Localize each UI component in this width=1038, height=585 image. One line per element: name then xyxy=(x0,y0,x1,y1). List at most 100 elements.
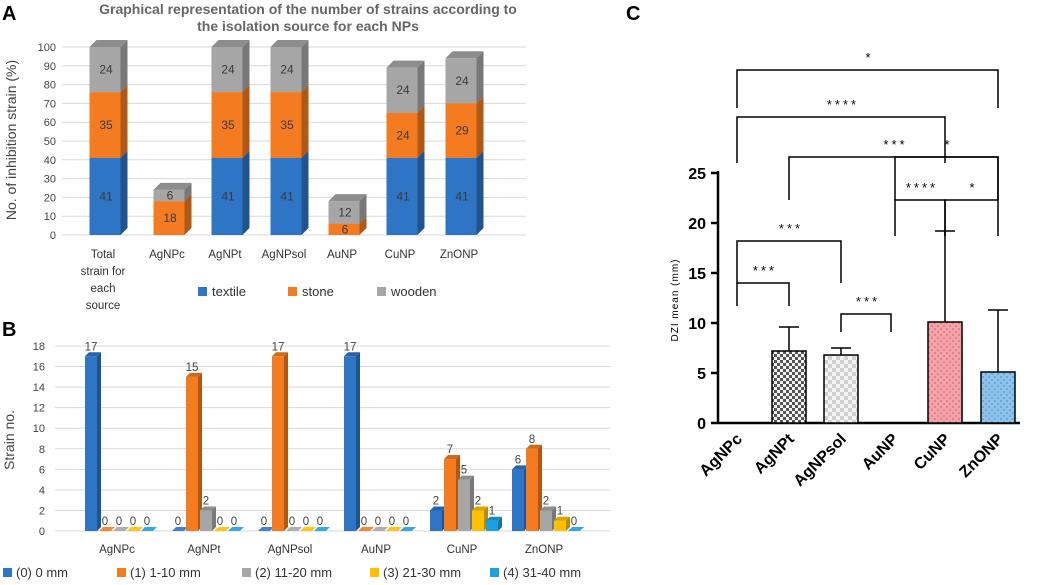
chart-a-bar-textile xyxy=(386,150,425,235)
chart-b-data-label: 0 xyxy=(361,516,367,528)
chart-b-data-label: 5 xyxy=(461,465,467,477)
chart-a-bar-wooden xyxy=(211,40,250,93)
chart-c-x-tick-label: CuNP xyxy=(911,431,954,474)
chart-c-significance-bracket: *** xyxy=(736,263,790,306)
chart-b-data-label: 15 xyxy=(186,362,199,374)
chart-b-legend-swatch xyxy=(370,568,379,577)
chart-b-bar-(2) 11-20 mm xyxy=(113,527,129,531)
chart-b-bar-(0) 0 mm xyxy=(258,527,274,531)
chart-a-bar-wooden xyxy=(153,182,192,202)
chart-a-x-tick-label: Total xyxy=(91,249,115,261)
chart-b-x-tick-label: AgNPc xyxy=(99,544,135,556)
chart-a-legend-swatch xyxy=(198,287,207,296)
chart-b-bar-(2) 11-20 mm xyxy=(540,506,556,531)
chart-c-y-tick: 25 xyxy=(688,166,706,183)
chart-b-data-label: 7 xyxy=(447,444,453,456)
chart-b-bar-(3) 21-30 mm xyxy=(127,527,143,531)
chart-a-x-tick-label: each xyxy=(91,283,116,295)
chart-a-data-label: 6 xyxy=(342,222,349,236)
chart-c-y-axis-title: DZI mean (mm) xyxy=(670,259,681,342)
chart-b-bar-(1) 1-10 mm xyxy=(272,352,288,531)
chart-b-bar-(1) 1-10 mm xyxy=(99,527,115,531)
chart-a-data-label: 24 xyxy=(280,63,294,77)
chart-a-data-label: 24 xyxy=(221,63,235,77)
chart-b-data-label: 0 xyxy=(389,516,395,528)
chart-b-bar-(3) 21-30 mm xyxy=(214,527,230,531)
chart-b-y-tick: 10 xyxy=(33,423,45,435)
chart-b-data-label: 0 xyxy=(116,516,122,528)
chart-b-bar-(4) 31-40 mm xyxy=(568,527,584,531)
chart-c-significance-bracket: *** xyxy=(788,137,999,200)
panel-a-chart: Graphical representation of the number o… xyxy=(3,1,526,312)
chart-b-legend-swatch xyxy=(242,568,251,577)
chart-b-bar-(3) 21-30 mm xyxy=(386,527,402,531)
chart-c-significance-bracket: *** xyxy=(840,294,892,332)
chart-b-data-label: 1 xyxy=(557,506,563,518)
chart-b-data-label: 2 xyxy=(543,495,549,507)
chart-a-data-label: 24 xyxy=(396,128,410,142)
chart-b-bar-(0) 0 mm xyxy=(512,465,528,531)
chart-b-data-label: 8 xyxy=(529,434,535,446)
chart-a-data-label: 29 xyxy=(455,124,469,138)
chart-c-bar-AgNPt xyxy=(771,350,807,424)
chart-a-x-tick-label: ZnONP xyxy=(440,249,479,261)
chart-c-y-tick: 5 xyxy=(697,366,706,383)
chart-c-significance-bracket: **** xyxy=(894,180,946,236)
panel-letter-c: C xyxy=(626,3,640,25)
chart-a-data-label: 24 xyxy=(455,74,469,88)
chart-b-y-tick: 18 xyxy=(33,341,45,353)
chart-c-significance-label: *** xyxy=(779,221,803,236)
chart-a-bar-wooden xyxy=(386,60,425,113)
chart-b-data-label: 2 xyxy=(475,495,481,507)
chart-c-x-tick-label: AgNPc xyxy=(697,431,746,480)
chart-b-data-label: 0 xyxy=(175,516,181,528)
chart-a-data-label: 41 xyxy=(280,189,294,203)
chart-b-bar-(2) 11-20 mm xyxy=(286,527,302,531)
chart-b-bar-(4) 31-40 mm xyxy=(400,527,416,531)
chart-a-title-line-1: Graphical representation of the number o… xyxy=(99,1,517,17)
chart-c-significance-bracket: * xyxy=(894,137,999,200)
chart-b-x-tick-label: AgNPsol xyxy=(268,544,313,556)
chart-a-y-tick: 0 xyxy=(50,230,56,242)
chart-b-bar-(1) 1-10 mm xyxy=(444,455,460,531)
chart-a-data-label: 24 xyxy=(99,63,113,77)
chart-a-legend-swatch xyxy=(377,287,386,296)
chart-c-bar-ZnONP xyxy=(980,371,1016,424)
chart-b-bar-(0) 0 mm xyxy=(344,352,360,531)
chart-c-x-tick-label: AgNPsol xyxy=(791,431,850,490)
chart-c-y-tick: 15 xyxy=(688,266,706,283)
chart-b-bar-(4) 31-40 mm xyxy=(486,516,502,531)
chart-b-bar-(0) 0 mm xyxy=(85,352,101,531)
chart-b-bar-(3) 21-30 mm xyxy=(472,506,488,531)
chart-c-significance-label: **** xyxy=(906,180,938,195)
chart-c-x-tick-label: AgNPt xyxy=(751,430,798,477)
chart-a-legend-swatch xyxy=(288,287,297,296)
chart-a-x-tick-label: AgNPc xyxy=(149,249,185,261)
chart-a-data-label: 12 xyxy=(338,205,352,219)
chart-b-data-label: 0 xyxy=(261,516,267,528)
chart-c-significance-label: *** xyxy=(856,294,880,309)
chart-b-legend-swatch xyxy=(117,568,126,577)
chart-b-data-label: 2 xyxy=(203,495,209,507)
chart-b-bar-(4) 31-40 mm xyxy=(314,527,330,531)
chart-b-y-axis-title: Strain no. xyxy=(1,410,17,470)
chart-c-significance-label: * xyxy=(944,137,952,152)
chart-a-data-label: 41 xyxy=(221,189,235,203)
chart-b-data-label: 0 xyxy=(303,516,309,528)
chart-a-data-label: 35 xyxy=(221,118,235,132)
chart-c-bar-AgNPsol xyxy=(823,354,859,424)
chart-c-significance-bracket: **** xyxy=(736,97,946,163)
chart-b-legend-label: (2) 11-20 mm xyxy=(255,565,332,580)
chart-b-data-label: 0 xyxy=(571,516,577,528)
chart-b-bar-(0) 0 mm xyxy=(430,506,446,531)
chart-c-significance-label: * xyxy=(865,50,873,65)
chart-a-data-label: 24 xyxy=(396,83,410,97)
chart-a-x-tick-label: source xyxy=(86,300,121,312)
chart-b-data-label: 0 xyxy=(130,516,136,528)
chart-b-y-tick: 0 xyxy=(39,526,45,538)
chart-b-data-label: 0 xyxy=(102,516,108,528)
chart-a-y-tick: 90 xyxy=(44,61,56,73)
chart-b-data-label: 0 xyxy=(231,516,237,528)
chart-b-data-label: 1 xyxy=(489,506,495,518)
